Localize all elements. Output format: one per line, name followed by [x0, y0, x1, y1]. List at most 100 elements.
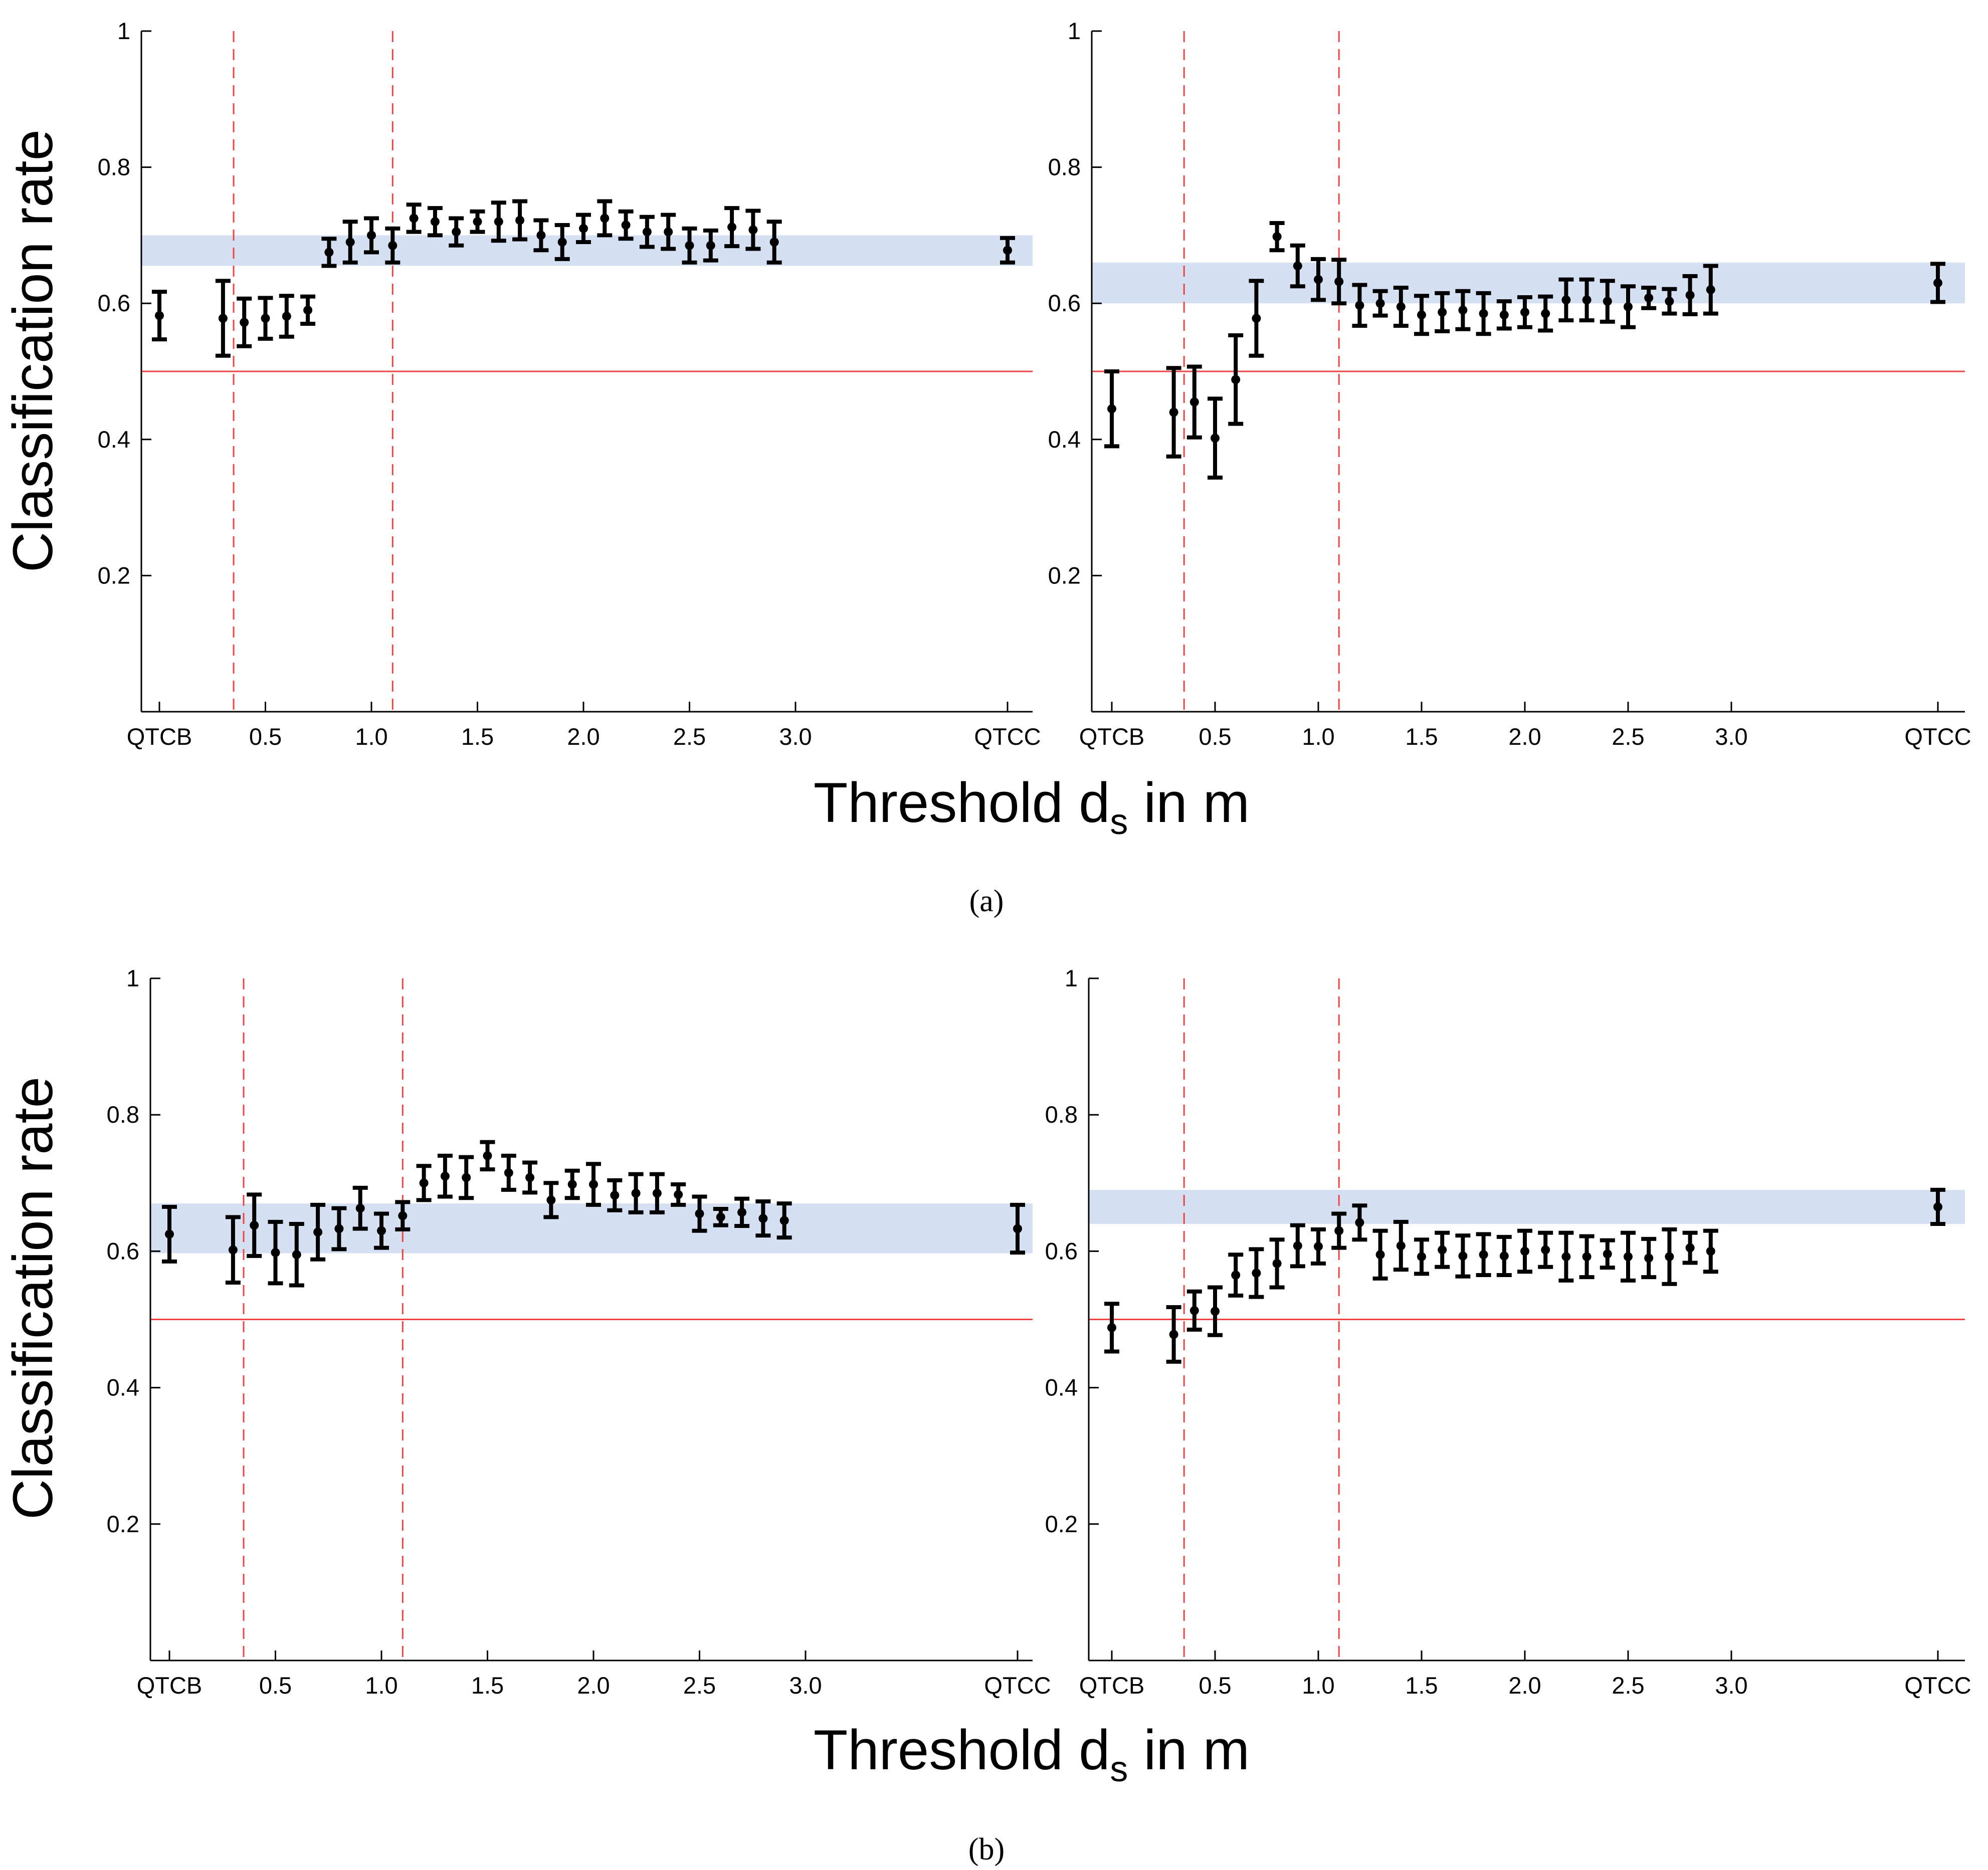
error-bar: [352, 1185, 368, 1231]
error-bar: [225, 1215, 241, 1285]
data-point: [1355, 1218, 1364, 1227]
y-tick-label: 1: [117, 18, 130, 44]
data-point: [440, 1171, 450, 1181]
data-point: [525, 1173, 535, 1182]
data-point: [1624, 1252, 1633, 1262]
data-point: [282, 312, 291, 321]
error-bar: [1621, 284, 1636, 329]
data-point: [1603, 297, 1612, 306]
data-point: [165, 1229, 174, 1239]
error-bar: [1579, 277, 1595, 323]
data-point: [664, 227, 673, 237]
error-bar: [1393, 1219, 1409, 1272]
data-point: [1272, 1259, 1282, 1268]
data-point: [515, 216, 525, 225]
error-bar: [1311, 257, 1326, 302]
data-point: [579, 224, 588, 233]
error-bar: [649, 1172, 665, 1214]
x-tick-label: 0.5: [249, 723, 282, 750]
error-bar: [480, 1140, 495, 1172]
error-bar: [661, 213, 676, 251]
error-bar: [1600, 1238, 1615, 1270]
y-tick-label: 0.8: [1048, 154, 1081, 180]
error-bar: [247, 1192, 262, 1258]
ylabel-a: Classification rate: [2, 129, 64, 572]
x-tick-label: 1.5: [461, 723, 494, 750]
y-tick-label: 0.6: [107, 1237, 139, 1264]
xlabel-b-tail: in m: [1128, 1719, 1250, 1781]
data-point: [388, 241, 397, 250]
y-tick-label: 0.2: [1048, 562, 1081, 588]
error-bar: [459, 1155, 474, 1200]
error-bar: [1228, 333, 1244, 426]
data-point: [504, 1168, 513, 1177]
error-bar: [152, 290, 167, 342]
error-bar: [449, 216, 464, 248]
error-bar: [289, 1221, 304, 1288]
y-tick-label: 0.6: [98, 290, 130, 316]
x-tick-label: 2.5: [673, 723, 706, 750]
error-bar: [512, 199, 528, 242]
error-bar: [342, 220, 358, 265]
data-point: [1479, 309, 1488, 318]
data-point: [355, 1203, 365, 1213]
error-bar: [1476, 291, 1491, 336]
data-point: [621, 221, 631, 230]
error-bar: [1703, 1228, 1718, 1274]
error-bar: [734, 1196, 750, 1228]
error-bar: [1186, 1289, 1202, 1332]
data-point: [292, 1250, 301, 1260]
error-bar: [162, 1204, 177, 1264]
x-tick-label: 1.5: [1405, 723, 1438, 750]
error-bar: [1414, 294, 1429, 336]
x-tick-label: 1.0: [355, 723, 387, 750]
data-point: [727, 223, 737, 232]
data-point: [1231, 1271, 1241, 1280]
y-tick-label: 0.8: [98, 154, 130, 180]
data-point: [1706, 1246, 1715, 1256]
error-bar: [776, 1201, 792, 1240]
error-bar: [427, 206, 443, 238]
data-point: [1334, 277, 1344, 286]
data-point: [600, 214, 610, 223]
error-bar: [1517, 295, 1532, 329]
data-point: [1334, 1226, 1344, 1235]
error-bar: [703, 228, 718, 263]
confidence-band: [141, 235, 1033, 266]
error-bar: [1311, 1227, 1326, 1266]
data-point: [1479, 1250, 1488, 1260]
data-point: [367, 231, 376, 240]
data-point: [1252, 1268, 1261, 1278]
error-bar: [215, 279, 231, 358]
data-point: [1520, 307, 1529, 317]
x-tick-label: 0.5: [1199, 1672, 1231, 1699]
x-tick-label: QTCB: [1079, 1672, 1145, 1699]
xlabel-a: Threshold ds in m: [814, 771, 1250, 842]
x-tick-label: 2.5: [1612, 723, 1644, 750]
y-tick-label: 0.6: [1048, 290, 1081, 316]
error-bar: [395, 1200, 411, 1231]
error-bar: [364, 216, 379, 255]
x-tick-label: 3.0: [789, 1672, 822, 1699]
x-tick-label: 0.5: [259, 1672, 292, 1699]
data-point: [155, 311, 164, 320]
error-bar: [321, 237, 337, 268]
error-bar: [1641, 1236, 1657, 1280]
error-bar: [1269, 1237, 1285, 1290]
data-point: [483, 1151, 492, 1160]
error-bar: [501, 1153, 516, 1192]
data-point: [1665, 1252, 1674, 1262]
x-tick-label: QTCB: [1079, 723, 1145, 750]
data-point: [779, 1216, 789, 1225]
error-bar: [1331, 258, 1347, 306]
data-point: [1561, 1252, 1571, 1262]
data-point: [546, 1195, 556, 1205]
data-point: [1582, 1252, 1592, 1262]
error-bar: [1558, 1230, 1574, 1283]
data-point: [1189, 1306, 1199, 1315]
data-point: [1417, 310, 1426, 320]
x-tick-label: 2.5: [683, 1672, 716, 1699]
error-bar: [1455, 1233, 1471, 1279]
data-point: [1107, 1323, 1116, 1332]
y-tick-label: 0.2: [98, 562, 130, 588]
